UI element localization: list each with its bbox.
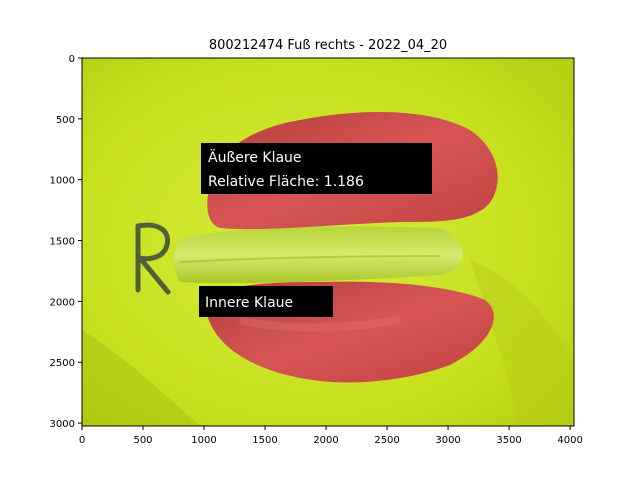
outer-claw-area: Relative Fläche: 1.186 (208, 174, 364, 190)
inner-claw-label: Innere Klaue (199, 286, 333, 317)
x-tick-label: 3000 (435, 435, 460, 446)
x-axis: 0 500 1000 1500 2000 2500 3000 3500 4000 (79, 426, 583, 446)
axes-frame (81, 57, 575, 427)
x-tick-label: 2000 (313, 435, 338, 446)
y-tick-label: 3000 (50, 419, 75, 430)
outer-claw-label: Äußere Klaue Relative Fläche: 1.186 (201, 143, 432, 194)
x-tick-label: 1500 (252, 435, 277, 446)
x-tick-label: 500 (133, 435, 152, 446)
x-tick-label: 0 (79, 435, 85, 446)
y-tick-label: 1000 (50, 176, 75, 187)
y-tick-label: 1500 (50, 237, 75, 248)
y-tick-label: 0 (69, 54, 75, 65)
x-tick-label: 4000 (557, 435, 582, 446)
inner-claw-name: Innere Klaue (205, 295, 293, 311)
handwritten-r-mark (135, 222, 171, 295)
y-tick-label: 500 (56, 115, 75, 126)
photo-image (82, 58, 574, 426)
y-tick-label: 2000 (50, 297, 75, 308)
interdigital-cleft (174, 226, 463, 284)
x-tick-label: 1000 (191, 435, 216, 446)
x-tick-label: 2500 (374, 435, 399, 446)
y-tick-label: 2500 (50, 358, 75, 369)
y-axis: 0 500 1000 1500 2000 2500 3000 (50, 54, 82, 430)
chart-title: 800212474 Fuß rechts - 2022_04_20 (209, 38, 447, 53)
outer-claw-name: Äußere Klaue (208, 148, 302, 166)
x-tick-label: 3500 (496, 435, 521, 446)
